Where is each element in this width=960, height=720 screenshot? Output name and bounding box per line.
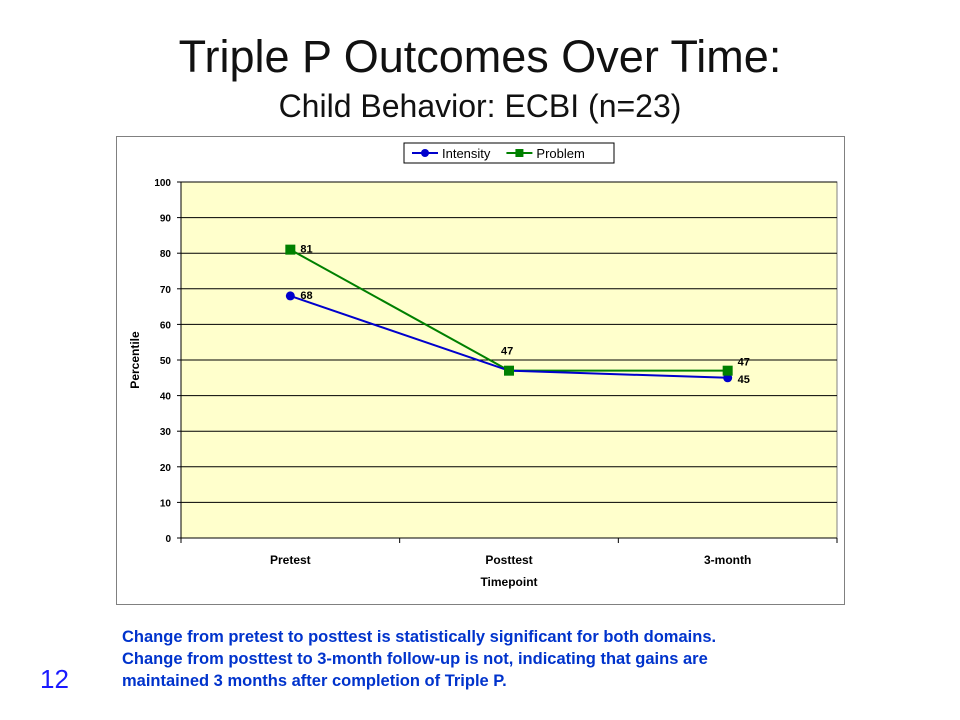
data-label: 81 bbox=[300, 244, 312, 256]
y-tick-label: 30 bbox=[160, 427, 172, 438]
line-chart: 0 10 20 30 40 50 60 70 80 90 100 Pretest Posttest 3-m… bbox=[116, 136, 845, 605]
slide-subtitle: Child Behavior: ECBI (n=23) bbox=[278, 88, 682, 124]
x-axis-label: Timepoint bbox=[480, 575, 537, 589]
slide-title: Triple P Outcomes Over Time: bbox=[178, 31, 782, 82]
y-tick-label: 70 bbox=[160, 285, 172, 296]
y-tick-label: 50 bbox=[160, 356, 172, 367]
marker-intensity bbox=[285, 291, 295, 301]
legend-label-problem: Problem bbox=[536, 146, 584, 161]
note-line-3: maintained 3 months after completion of … bbox=[122, 672, 507, 690]
marker-problem bbox=[285, 244, 296, 255]
y-tick-label: 90 bbox=[160, 214, 172, 225]
y-tick-label: 10 bbox=[160, 498, 172, 509]
legend-label-intensity: Intensity bbox=[442, 146, 491, 161]
x-tick-label: 3-month bbox=[704, 553, 751, 567]
legend-marker-intensity bbox=[421, 149, 429, 157]
x-tick-label: Pretest bbox=[270, 553, 311, 567]
y-tick-label: 60 bbox=[160, 320, 172, 331]
x-tick-label: Posttest bbox=[485, 553, 532, 567]
conclusion-note: Change from pretest to posttest is stati… bbox=[122, 626, 922, 692]
note-line-1: Change from pretest to posttest is stati… bbox=[122, 628, 717, 646]
data-label: 47 bbox=[501, 346, 513, 358]
legend-marker-problem bbox=[515, 149, 524, 157]
marker-problem bbox=[722, 365, 733, 376]
marker-problem bbox=[504, 365, 514, 376]
page-number: 12 bbox=[40, 664, 69, 694]
y-tick-label: 100 bbox=[154, 178, 171, 189]
y-axis-label: Percentile bbox=[128, 331, 142, 389]
y-tick-label: 40 bbox=[160, 392, 172, 403]
data-label: 45 bbox=[738, 374, 750, 386]
y-tick-label: 80 bbox=[160, 249, 172, 260]
data-label: 47 bbox=[738, 357, 750, 369]
y-tick-label: 0 bbox=[165, 534, 171, 545]
y-tick-label: 20 bbox=[160, 463, 172, 474]
note-line-2: Change from posttest to 3-month follow-u… bbox=[122, 650, 708, 668]
data-label: 68 bbox=[300, 290, 312, 302]
chart-svg: 0 10 20 30 40 50 60 70 80 90 100 Pretest Posttest 3-m… bbox=[128, 142, 838, 589]
